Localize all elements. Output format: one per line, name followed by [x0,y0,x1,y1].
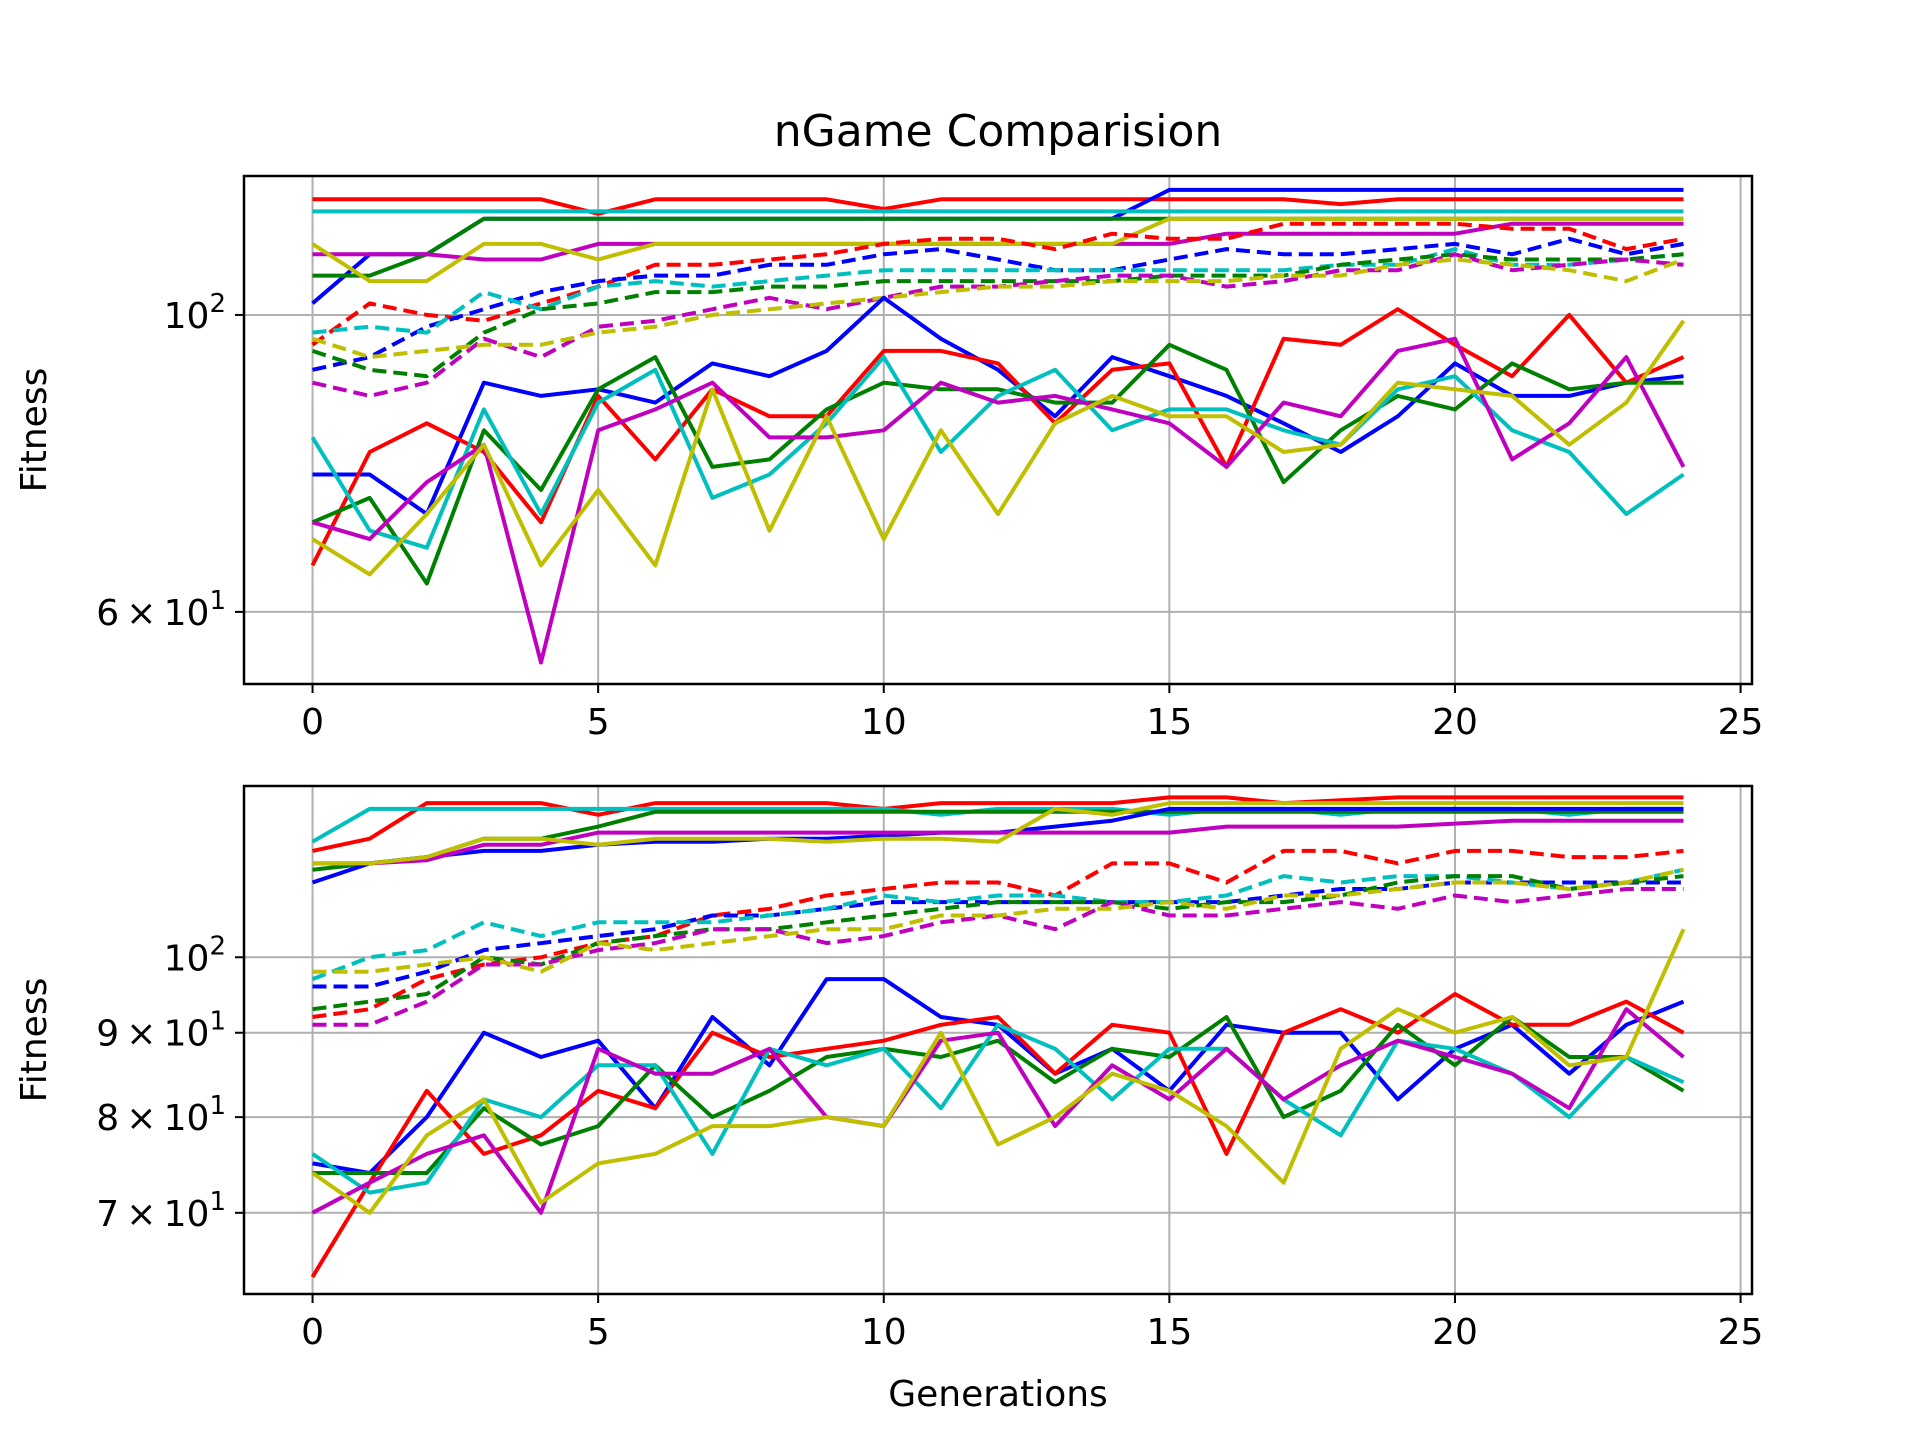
bottom-y-tick-label-70: 7 × 101 [96,1187,226,1235]
top-y-ticks: 6 × 101 102 [96,289,244,634]
bottom-x-tick-label-5: 5 [587,1312,610,1353]
bottom-series-line-13 [310,992,1685,1279]
bottom-series-lines [310,795,1686,1279]
top-series-line-14 [311,342,1684,586]
bottom-subplot: 0 5 10 15 20 25 7 × 101 8 × 101 9 × 101 102 Fitn… [14,784,1763,1415]
bottom-series-line-14 [312,1015,1685,1175]
bottom-y-tick-label-80: 8 × 101 [96,1091,226,1139]
bottom-series-line-4 [312,818,1684,866]
top-axes-frame [242,174,1754,686]
x-axis-label: Generations [888,1374,1108,1415]
top-series-line-17 [311,319,1686,577]
bottom-series-line-0 [312,795,1684,853]
top-x-tick-label-15: 15 [1146,702,1192,743]
bottom-x-tick-label-20: 20 [1432,1312,1478,1353]
bottom-x-tick-label-10: 10 [861,1312,907,1353]
bottom-x-tick-label-15: 15 [1146,1312,1192,1353]
top-series-line-16 [311,336,1686,665]
top-x-ticks: 0 5 10 15 20 25 [301,684,1763,743]
top-y-tick-label-100: 102 [164,289,226,337]
top-x-tick-label-10: 10 [861,702,907,743]
chart-title: nGame Comparision [774,106,1223,157]
bottom-series-line-17 [311,928,1686,1215]
top-series-line-5 [311,216,1684,284]
bottom-series-line-6 [312,848,1684,1019]
bottom-x-ticks: 0 5 10 15 20 25 [301,1294,1763,1353]
top-series-lines [310,187,1686,665]
top-series-line-8 [312,247,1684,335]
bottom-series-line-10 [312,887,1684,1027]
bottom-axes-frame [242,784,1754,1296]
bottom-y-ticks: 7 × 101 8 × 101 9 × 101 102 [96,931,244,1235]
top-series-line-0 [312,197,1684,216]
top-series-line-7 [312,236,1684,372]
top-x-tick-label-5: 5 [587,702,610,743]
top-y-axis-label: Fitness [14,368,55,493]
top-series-line-13 [310,307,1685,567]
top-series-line-15 [310,355,1685,550]
top-y-tick-label-60: 6 × 101 [96,586,226,634]
bottom-y-tick-label-100: 102 [164,931,226,979]
top-series-line-11 [311,257,1685,360]
bottom-series-line-5 [312,801,1684,866]
top-x-tick-label-25: 25 [1718,702,1764,743]
bottom-series-line-15 [311,1022,1685,1195]
top-series-line-12 [312,295,1684,516]
bottom-x-tick-label-0: 0 [301,1312,324,1353]
top-x-tick-label-20: 20 [1432,702,1478,743]
bottom-series-line-16 [311,1007,1685,1215]
bottom-series-line-11 [312,867,1684,974]
top-x-tick-label-0: 0 [301,702,324,743]
bottom-y-axis-label: Fitness [14,978,55,1103]
bottom-y-tick-label-90: 9 × 101 [96,1007,226,1055]
bottom-x-tick-label-25: 25 [1718,1312,1764,1353]
